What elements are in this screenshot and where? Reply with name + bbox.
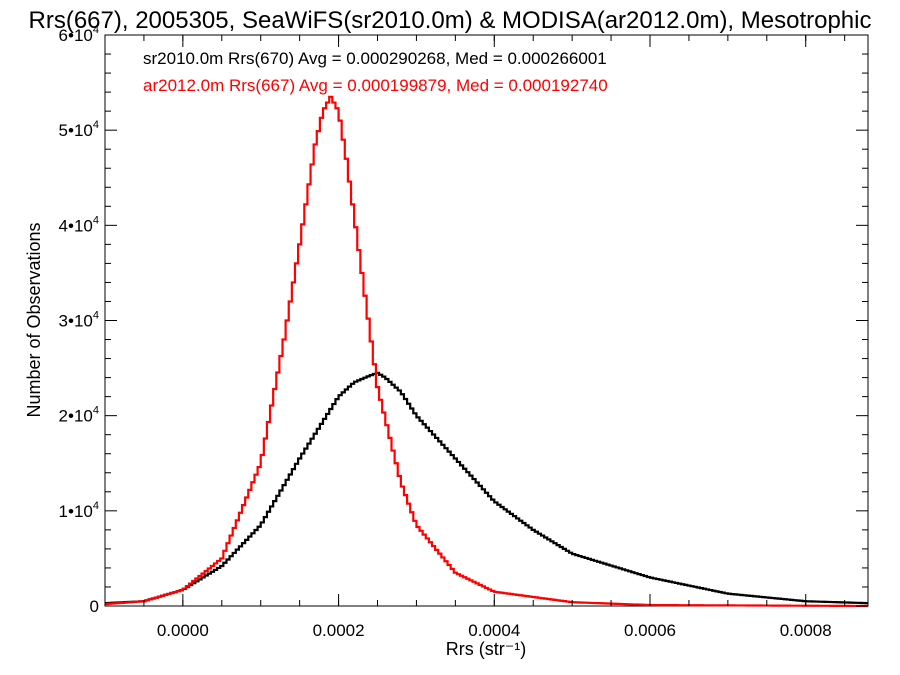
y-tick-label: 0: [90, 597, 99, 616]
y-tick-label: 4•104: [59, 214, 99, 235]
y-tick-label: 5•104: [59, 119, 99, 140]
y-tick-label: 2•104: [59, 405, 99, 426]
y-tick-label: 3•104: [59, 310, 99, 331]
x-tick-label: 0.0002: [313, 621, 365, 640]
y-axis-title: Number of Observations: [24, 222, 44, 417]
series-ar2012-rrs667-line: [105, 95, 868, 608]
x-tick-label: 0.0000: [157, 621, 209, 640]
series-layer: [105, 95, 868, 608]
x-tick-label: 0.0008: [780, 621, 832, 640]
axis-layer: 0.0000 0.0002 0.0004 0.0006 0.0008 0 1•104 2•10…: [59, 24, 868, 640]
plot-border: [104, 34, 869, 607]
x-axis-title: Rrs (str⁻¹): [446, 639, 526, 659]
annotation-layer: sr2010.0m Rrs(670) Avg = 0.000290268, Me…: [143, 49, 608, 95]
chart-title: Rrs(667), 2005305, SeaWiFS(sr2010.0m) & …: [29, 7, 872, 34]
series-ar2012-stats-label: ar2012.0m Rrs(667) Avg = 0.000199879, Me…: [143, 76, 608, 95]
series-sr2010-rrs670-line: [105, 371, 868, 605]
plot-area: [104, 34, 869, 607]
y-tick-label: 6•104: [59, 24, 99, 45]
x-tick-label: 0.0004: [468, 621, 520, 640]
series-sr2010-stats-label: sr2010.0m Rrs(670) Avg = 0.000290268, Me…: [143, 49, 607, 68]
x-tick-label: 0.0006: [624, 621, 676, 640]
y-tick-label: 1•104: [59, 500, 99, 521]
